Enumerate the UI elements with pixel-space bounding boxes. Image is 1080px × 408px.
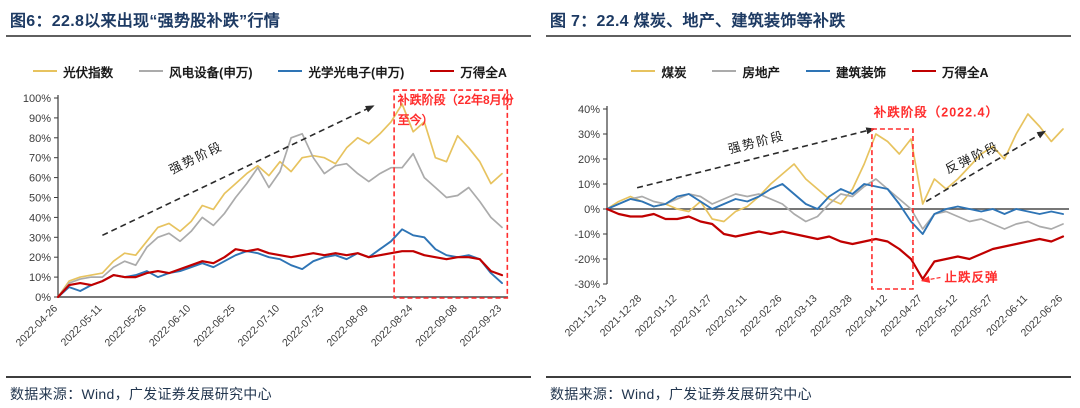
legend-item: 万得全A bbox=[912, 62, 989, 81]
series-line bbox=[606, 183, 1064, 235]
figure-panel-7: 图 7：22.4 煤炭、地产、建筑装饰等补跌 煤炭 房地产 建筑装饰 万得全A -30… bbox=[540, 0, 1080, 408]
rebound-pointer-label: 止跌反弹 bbox=[944, 270, 998, 285]
figure-title: 图6：22.8以来出现“强势股补跌”行情 bbox=[10, 13, 281, 30]
x-tick-label: 2022-09-23 bbox=[458, 303, 505, 350]
trend-dashed-arrow bbox=[636, 127, 876, 189]
legend-line-swatch bbox=[805, 70, 830, 72]
y-tick-label: 30% bbox=[29, 232, 51, 244]
x-tick-label: 2022-05-26 bbox=[102, 303, 149, 350]
series-line bbox=[57, 132, 503, 298]
legend-line-swatch bbox=[912, 70, 936, 72]
line-chart-fig6: 0% 10% 20% 30% 40% 50% 60% 70% 80% 90% 100% 2022-04… bbox=[14, 89, 515, 350]
pullback-box-label: 补跌阶段（22年8月份 bbox=[397, 92, 515, 107]
legend-label: 万得全A bbox=[942, 65, 989, 80]
legend-line-swatch bbox=[139, 70, 164, 72]
y-tick-label: 10% bbox=[578, 179, 600, 191]
series-line bbox=[56, 248, 504, 299]
legend-label: 光学光电子(申万) bbox=[308, 65, 405, 80]
trend-arrow-label: 反弹阶段 bbox=[943, 138, 1002, 176]
pullback-phase-box bbox=[393, 89, 509, 299]
legend-label: 煤炭 bbox=[661, 65, 687, 80]
y-tick-label: 40% bbox=[578, 104, 600, 116]
legend-item: 煤炭 bbox=[631, 62, 686, 81]
title-divider bbox=[6, 35, 531, 37]
x-tick-label: 2022-04-26 bbox=[14, 303, 61, 350]
legend-item: 风电设备(申万) bbox=[139, 62, 252, 81]
y-tick-label: 30% bbox=[578, 129, 600, 141]
legend-label: 风电设备(申万) bbox=[169, 65, 253, 80]
legend-line-swatch bbox=[430, 70, 455, 72]
rebound-pointer-arrow bbox=[920, 275, 941, 283]
y-tick-label: 10% bbox=[29, 272, 51, 284]
source-divider bbox=[6, 376, 531, 378]
y-tick-label: 20% bbox=[578, 154, 600, 166]
x-tick-label: 2022-06-25 bbox=[191, 303, 238, 350]
legend-item: 建筑装饰 bbox=[805, 62, 886, 81]
legend-item: 光学光电子(申万) bbox=[278, 62, 404, 81]
y-tick-label: 0% bbox=[584, 204, 600, 216]
y-tick-label: 0% bbox=[35, 292, 51, 304]
legend-label: 房地产 bbox=[742, 65, 780, 80]
figure-panel-6: 图6：22.8以来出现“强势股补跌”行情 光伏指数 风电设备(申万) 光学光电子(申… bbox=[0, 13, 540, 402]
legend-item: 房地产 bbox=[712, 62, 780, 81]
y-tick-label: 20% bbox=[29, 252, 51, 264]
pullback-phase-box bbox=[871, 128, 914, 290]
y-tick-label: 40% bbox=[29, 212, 51, 224]
y-tick-label: 80% bbox=[29, 133, 51, 145]
legend-item: 万得全A bbox=[430, 62, 507, 81]
legend-label: 万得全A bbox=[460, 65, 507, 80]
series-line bbox=[606, 178, 1064, 230]
data-source-note: 数据来源：Wind，广发证券发展研究中心 bbox=[10, 386, 272, 402]
legend-line-swatch bbox=[278, 70, 303, 72]
y-tick-label: 70% bbox=[29, 153, 51, 165]
y-tick-label: 90% bbox=[29, 113, 51, 125]
series-line bbox=[57, 103, 503, 298]
x-tick-label: 2022-08-09 bbox=[324, 303, 371, 350]
series-line bbox=[606, 113, 1064, 223]
data-source-note: 数据来源：Wind，广发证券发展研究中心 bbox=[550, 386, 812, 402]
source-divider bbox=[546, 376, 1071, 378]
x-tick-label: 2022-08-24 bbox=[369, 303, 416, 350]
legend-line-swatch bbox=[631, 70, 656, 72]
legend-line-swatch bbox=[33, 70, 58, 72]
figure-title: 图 7：22.4 煤炭、地产、建筑装饰等补跌 bbox=[550, 13, 846, 30]
x-tick-label: 2022-06-10 bbox=[147, 303, 194, 350]
x-tick-label: 2022-07-25 bbox=[280, 303, 327, 350]
y-tick-label: 60% bbox=[29, 173, 51, 185]
y-tick-label: 100% bbox=[23, 93, 51, 105]
y-tick-label: -20% bbox=[574, 254, 600, 266]
chart-legend: 煤炭 房地产 建筑装饰 万得全A bbox=[540, 62, 1080, 80]
x-tick-label: 2022-07-10 bbox=[236, 303, 283, 350]
legend-item: 光伏指数 bbox=[33, 62, 113, 81]
y-tick-label: -10% bbox=[574, 229, 600, 241]
trend-dashed-arrow bbox=[925, 130, 1047, 203]
chart-legend: 光伏指数 风电设备(申万) 光学光电子(申万) 万得全A bbox=[0, 62, 540, 80]
trend-arrow-label: 强势阶段 bbox=[167, 138, 226, 177]
trend-dashed-arrow bbox=[102, 105, 375, 237]
x-tick-label: 2022-05-11 bbox=[59, 303, 105, 349]
pullback-box-title: 补跌阶段（2022.4） bbox=[873, 105, 999, 120]
line-chart-fig7: -30%-20%-10%0%10%20%30%40%2021-12-132021… bbox=[563, 104, 1069, 339]
x-tick-label: 2022-09-08 bbox=[413, 303, 460, 350]
pullback-box-label: 至今） bbox=[398, 112, 434, 127]
y-tick-label: 50% bbox=[29, 193, 51, 205]
legend-label: 建筑装饰 bbox=[835, 65, 886, 80]
title-divider bbox=[546, 35, 1071, 37]
y-tick-label: -30% bbox=[574, 279, 600, 291]
legend-label: 光伏指数 bbox=[63, 65, 114, 80]
series-line bbox=[57, 228, 503, 298]
legend-line-swatch bbox=[712, 70, 737, 72]
series-line bbox=[605, 207, 1065, 281]
